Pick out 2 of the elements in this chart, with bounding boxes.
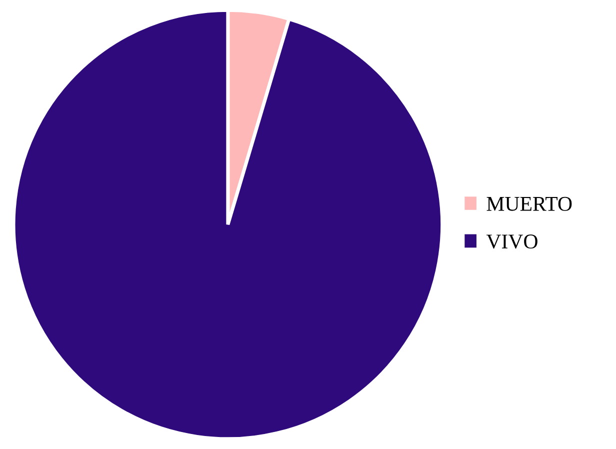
legend-label: VIVO bbox=[486, 234, 538, 249]
legend-label: MUERTO bbox=[486, 196, 572, 211]
